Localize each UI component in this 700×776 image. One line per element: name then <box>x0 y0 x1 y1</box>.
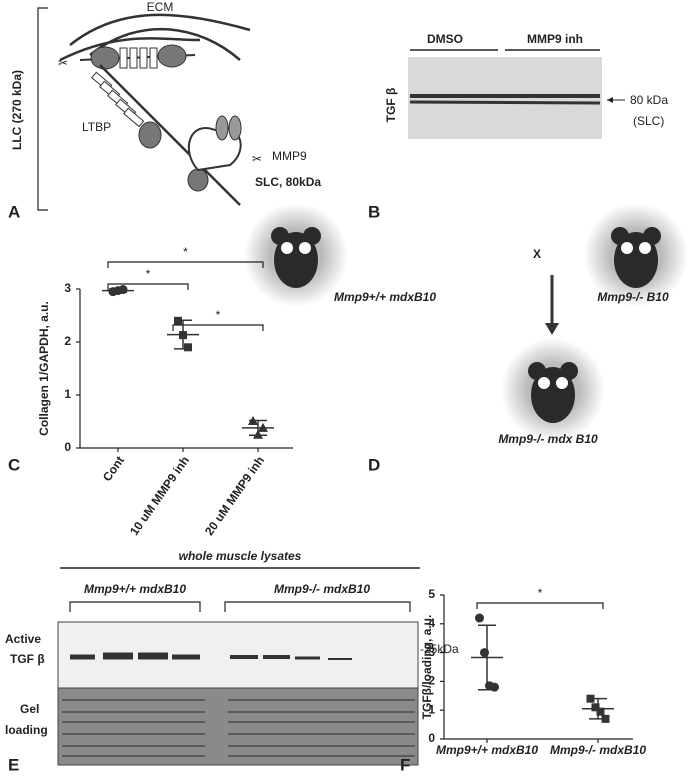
group-label: Mmp9-/- mdxB10 <box>274 582 370 596</box>
x-tick-label: Cont <box>100 454 127 484</box>
y-tick-label: 0 <box>64 440 71 454</box>
point <box>601 714 610 723</box>
point <box>490 682 499 692</box>
arrowhead <box>545 323 559 335</box>
y-axis-label: TGFβ/loading, a.u. <box>420 615 434 720</box>
y-tick-label: 2 <box>64 334 71 348</box>
mouse <box>528 362 578 423</box>
mmp9-label: MMP9 <box>272 149 307 163</box>
offspring-label: Mmp9-/- mdx B10 <box>498 432 598 446</box>
active-label: Active <box>5 632 41 646</box>
panel-b: DMSO MMP9 inh TGF β 80 kDa (SLC) B <box>368 32 668 221</box>
gel-label: Gel <box>20 702 39 716</box>
point <box>248 415 258 425</box>
cross-label: X <box>533 247 541 261</box>
point <box>179 331 187 340</box>
significance-label: * <box>538 586 543 600</box>
blot-title: whole muscle lysates <box>179 549 302 563</box>
y-tick-label: 4 <box>428 616 435 630</box>
significance-label: * <box>216 308 221 322</box>
scissors: ✂ <box>252 152 262 166</box>
significance-bracket <box>107 283 189 290</box>
domain <box>187 168 209 192</box>
point <box>253 429 263 439</box>
point <box>475 613 484 623</box>
mouse <box>611 227 661 288</box>
significance-label: * <box>183 245 188 259</box>
tgf-label: TGF β <box>384 88 398 123</box>
panel-label: C <box>8 455 20 474</box>
significance-label: * <box>146 267 151 281</box>
tgf-dimer <box>228 115 242 141</box>
panel-label: D <box>368 455 380 474</box>
parent-label: Mmp9+/+ mdxB10 <box>334 290 436 304</box>
lap <box>188 127 242 172</box>
gel-bands <box>62 699 415 757</box>
point <box>174 316 182 325</box>
significance-bracket <box>107 261 264 268</box>
point <box>118 285 128 295</box>
mouse <box>271 227 321 288</box>
y-tick-label: 2 <box>428 674 435 688</box>
slc-label: SLC, 80kDa <box>255 175 321 189</box>
significance-bracket <box>476 602 604 609</box>
point <box>184 343 192 352</box>
point <box>480 648 489 658</box>
egf-repeats <box>91 71 145 128</box>
dmso-label: DMSO <box>427 32 463 46</box>
group-bracket <box>69 601 411 612</box>
panel-e: whole muscle lysates Mmp9+/+ mdxB10 Mmp9… <box>5 549 459 774</box>
bands <box>409 94 601 105</box>
domain <box>90 46 120 70</box>
ltbp-stem <box>99 64 241 206</box>
panel-d: X Mmp9+/+ mdxB10 Mmp9-/- B10 Mmp9-/- mdx… <box>244 203 688 474</box>
point <box>258 422 268 432</box>
y-tick-label: 5 <box>428 587 435 601</box>
x-tick-label: Mmp9-/- mdxB10 <box>550 743 646 757</box>
loading-label: loading <box>5 723 48 737</box>
x-tick-label: 20 uM MMP9 inh <box>202 454 267 538</box>
tgf-dimer <box>215 115 229 141</box>
panel-f: F <box>400 755 410 774</box>
panel-label: E <box>8 755 19 774</box>
domain <box>157 44 187 68</box>
bracket <box>37 7 48 211</box>
slc-label: (SLC) <box>633 114 664 128</box>
inh-label: MMP9 inh <box>527 32 583 46</box>
egf-repeats <box>119 47 158 69</box>
kda-label: -25kDa <box>420 642 459 656</box>
bands <box>70 652 352 660</box>
point <box>586 694 595 703</box>
scissors: ✂ <box>58 56 68 70</box>
y-tick-label: 0 <box>428 731 435 745</box>
y-tick-label: 1 <box>428 702 435 716</box>
ecm-fibers <box>59 13 251 62</box>
panel-a: LLC (270 kDa) ECM LTBP MMP9 SLC, 80kDa ✂… <box>8 0 321 221</box>
panel-c: C <box>8 455 20 474</box>
arrowhead <box>607 97 613 103</box>
significance-bracket <box>172 324 264 331</box>
panel-label: B <box>368 202 380 221</box>
y-tick-label: 1 <box>64 387 71 401</box>
domain <box>138 121 162 149</box>
ecm-label: ECM <box>147 0 174 14</box>
panel-label: F <box>400 755 410 774</box>
point <box>591 703 600 712</box>
tgf-label: TGF β <box>10 652 45 666</box>
llc-label: LLC (270 kDa) <box>10 70 24 150</box>
point <box>596 707 605 716</box>
y-tick-label: 3 <box>64 281 71 295</box>
group-label: Mmp9+/+ mdxB10 <box>84 582 186 596</box>
kda-label: 80 kDa <box>630 93 668 107</box>
y-axis-label: Collagen 1/GAPDH, a.u. <box>37 301 51 436</box>
parent-label: Mmp9-/- B10 <box>597 290 669 304</box>
x-tick-label: 10 uM MMP9 inh <box>127 454 192 538</box>
x-tick-label: Mmp9+/+ mdxB10 <box>436 743 538 757</box>
ltbp-label: LTBP <box>82 120 111 134</box>
y-tick-label: 3 <box>428 645 435 659</box>
panel-label: A <box>8 202 20 221</box>
